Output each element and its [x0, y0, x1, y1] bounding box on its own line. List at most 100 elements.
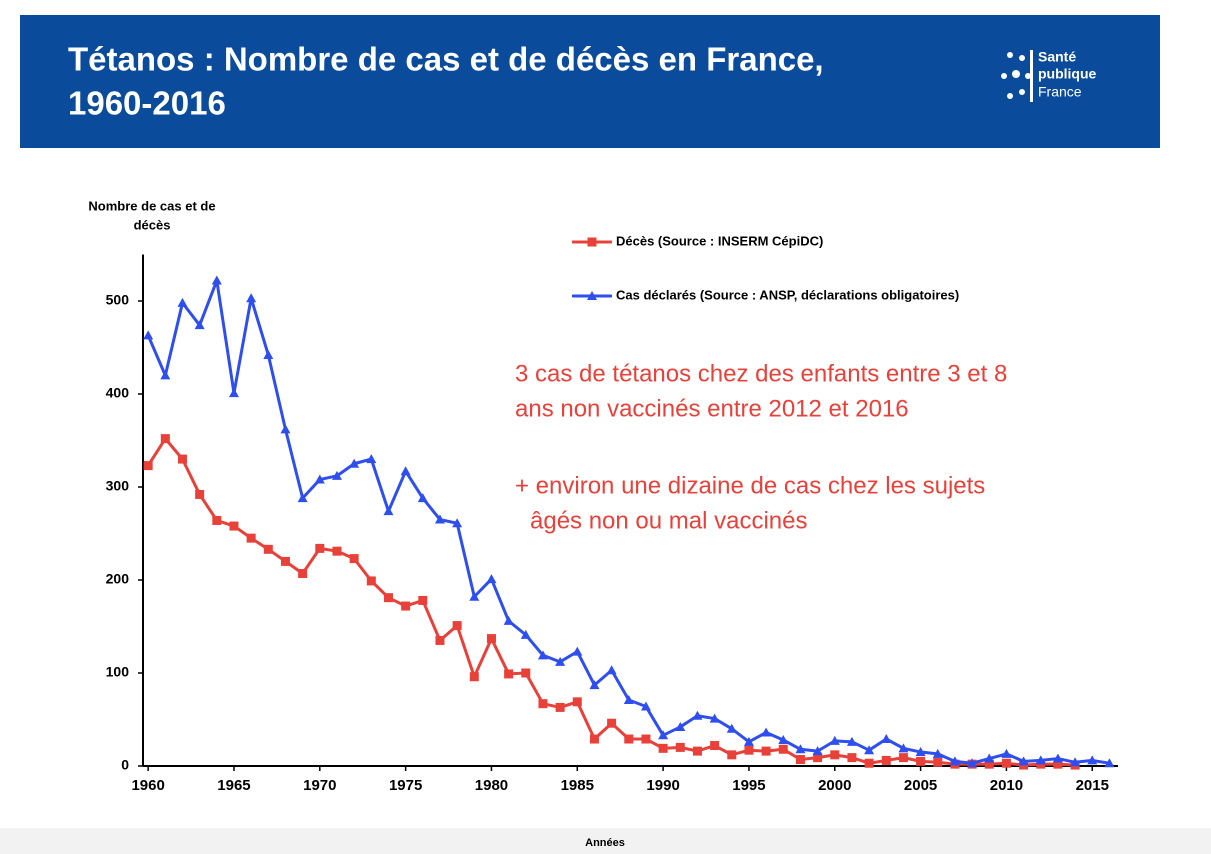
- data-point: [949, 756, 960, 766]
- data-point: [504, 669, 514, 679]
- annotation: + environ une dizaine de cas chez les su…: [515, 472, 985, 499]
- footer-band: [0, 828, 1211, 854]
- data-point: [229, 521, 239, 531]
- data-point: [623, 694, 634, 704]
- data-point: [280, 556, 290, 566]
- data-point: [400, 466, 411, 476]
- data-point: [1052, 753, 1063, 763]
- data-point: [743, 736, 754, 746]
- data-point: [1018, 756, 1029, 766]
- x-tick-label: 1985: [561, 777, 594, 794]
- x-tick-label: 1960: [131, 777, 164, 794]
- data-point: [228, 388, 239, 398]
- data-point: [692, 746, 702, 756]
- data-point: [744, 745, 754, 755]
- data-point: [572, 646, 583, 656]
- data-point: [366, 454, 377, 464]
- data-point: [864, 745, 875, 755]
- x-tick-label: 1970: [303, 777, 336, 794]
- data-point: [486, 634, 496, 644]
- data-point: [830, 750, 840, 760]
- y-axis-label: décès: [134, 217, 171, 232]
- title: 1960-2016: [68, 85, 226, 122]
- data-point: [537, 650, 548, 660]
- data-point: [572, 697, 582, 707]
- data-point: [675, 742, 685, 752]
- data-point: [795, 744, 806, 754]
- data-point: [778, 744, 788, 754]
- data-point: [434, 514, 445, 524]
- data-point: [778, 734, 789, 744]
- data-point: [761, 727, 772, 737]
- data-point: [641, 734, 651, 744]
- legend-label: Décès (Source : INSERM CépiDC): [616, 233, 823, 248]
- data-point: [915, 747, 926, 757]
- x-tick-label: 2000: [818, 777, 851, 794]
- logo-text: publique: [1038, 66, 1097, 82]
- data-point: [538, 699, 548, 709]
- data-point: [898, 743, 909, 753]
- data-point: [366, 576, 376, 586]
- data-point: [143, 330, 154, 340]
- y-tick-label: 0: [121, 757, 129, 773]
- data-point: [503, 615, 514, 625]
- data-point: [297, 493, 308, 503]
- logo-text: Santé: [1038, 49, 1076, 65]
- data-point: [314, 474, 325, 484]
- data-point: [383, 506, 394, 516]
- data-point: [435, 635, 445, 645]
- data-point: [263, 349, 274, 359]
- data-point: [1035, 755, 1046, 765]
- y-tick-label: 200: [106, 571, 130, 587]
- data-point: [589, 734, 599, 744]
- data-point: [727, 750, 737, 760]
- annotation: 3 cas de tétanos chez des enfants entre …: [515, 360, 1007, 387]
- data-point: [1104, 758, 1115, 768]
- data-point: [263, 544, 273, 554]
- data-point: [1087, 755, 1098, 765]
- annotation: ans non vaccinés entre 2012 et 2016: [515, 395, 909, 422]
- data-point: [418, 595, 428, 605]
- logo-dots: [1001, 50, 1033, 102]
- data-point: [401, 601, 411, 611]
- data-point: [194, 320, 205, 330]
- logo-text: France: [1038, 84, 1082, 100]
- x-axis-label: Années: [585, 837, 625, 849]
- data-point: [846, 736, 857, 746]
- data-point: [984, 753, 995, 763]
- header-band: [20, 15, 1160, 148]
- data-point: [246, 533, 256, 543]
- data-point: [675, 721, 686, 731]
- title: Tétanos : Nombre de cas et de décès en F…: [68, 41, 824, 78]
- data-point: [881, 734, 892, 744]
- data-point: [967, 758, 978, 768]
- data-point: [795, 754, 805, 764]
- x-tick-label: 2015: [1076, 777, 1109, 794]
- data-point: [607, 718, 617, 728]
- x-tick-label: 1975: [389, 777, 422, 794]
- data-point: [383, 593, 393, 603]
- data-point: [932, 748, 943, 758]
- data-point: [692, 710, 703, 720]
- annotation: âgés non ou mal vaccinés: [530, 507, 808, 534]
- data-point: [280, 424, 291, 434]
- data-point: [160, 370, 171, 380]
- data-point: [813, 753, 823, 763]
- data-point: [761, 746, 771, 756]
- data-point: [486, 574, 497, 584]
- data-point: [349, 458, 360, 468]
- data-point: [332, 546, 342, 556]
- data-point: [246, 293, 257, 303]
- data-point: [709, 713, 720, 723]
- data-point: [812, 746, 823, 756]
- data-point: [984, 759, 994, 769]
- data-point: [898, 753, 908, 763]
- data-point: [521, 668, 531, 678]
- legend-marker: [587, 291, 597, 300]
- data-point: [1070, 757, 1081, 767]
- y-axis-label: Nombre de cas et de: [88, 198, 215, 213]
- data-point: [640, 701, 651, 711]
- x-tick-label: 2010: [990, 777, 1023, 794]
- data-point: [555, 702, 565, 712]
